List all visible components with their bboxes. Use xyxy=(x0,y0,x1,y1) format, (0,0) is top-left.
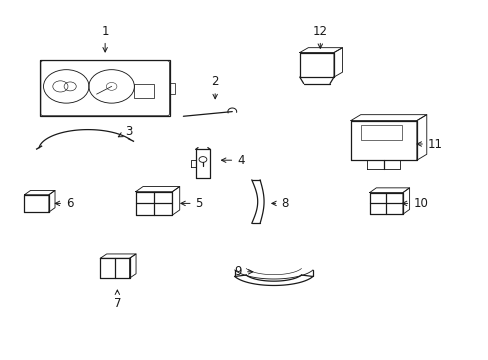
Text: 5: 5 xyxy=(181,197,203,210)
Text: 11: 11 xyxy=(416,138,442,150)
Text: 1: 1 xyxy=(101,25,109,52)
Text: 7: 7 xyxy=(113,290,121,310)
Text: 4: 4 xyxy=(221,154,244,167)
Text: 12: 12 xyxy=(312,25,327,48)
Bar xyxy=(133,84,154,98)
Text: 10: 10 xyxy=(402,197,427,210)
Bar xyxy=(360,125,401,140)
Text: 3: 3 xyxy=(118,125,132,138)
Text: 9: 9 xyxy=(234,265,252,278)
Text: 8: 8 xyxy=(271,197,288,210)
Text: 6: 6 xyxy=(55,197,73,210)
Bar xyxy=(40,60,169,116)
Text: 2: 2 xyxy=(211,75,219,99)
Bar xyxy=(170,83,175,94)
